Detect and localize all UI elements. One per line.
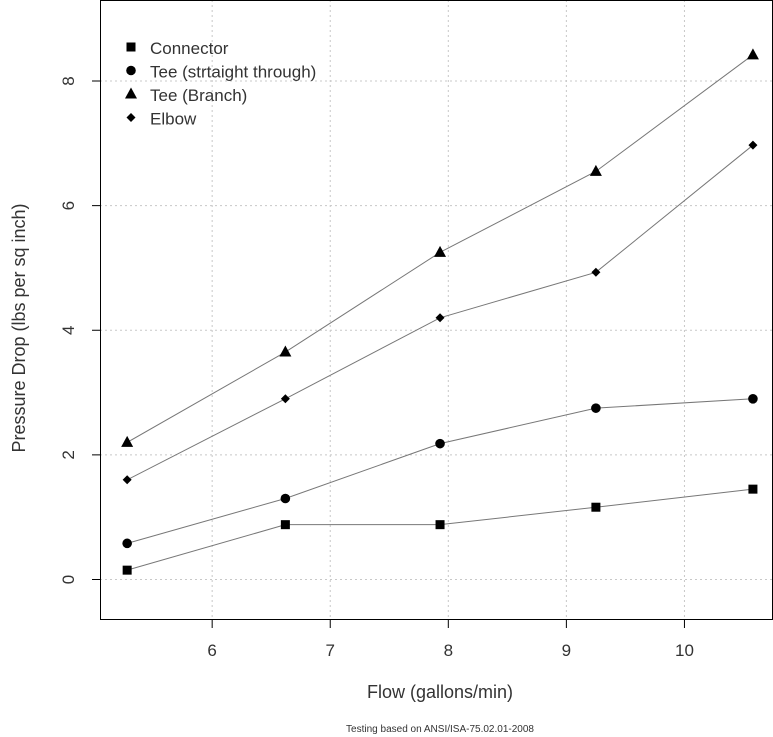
legend: Connector Tee (strtaight through) Tee (Bra… [125,39,316,129]
y-tick-label: 4 [59,326,78,335]
connector-point [435,520,445,530]
legend-label: Tee (strtaight through) [150,63,316,82]
elbow-point [748,140,758,150]
tee-branch-point [279,345,292,357]
x-tick-label: 7 [326,641,335,660]
elbow-point [122,475,132,485]
tee-strtaight-through-point [591,403,601,413]
y-tick-label: 8 [59,76,78,85]
legend-item-tee-strtaight-through: Tee (strtaight through) [126,63,316,82]
y-axis: 0 2 4 6 8 [59,76,100,584]
tee-strtaight-through-point [748,393,758,404]
connector-point [591,502,601,512]
legend-marker-tee-strtaight-through [126,65,136,76]
y-tick-label: 0 [59,575,78,584]
legend-item-connector: Connector [126,39,229,58]
legend-item-tee-branch: Tee (Branch) [125,86,247,105]
x-axis: 6 7 8 9 10 [207,620,694,660]
x-tick-label: 6 [207,641,216,660]
connector-line [127,488,753,571]
tee-strtaight-through-point [280,493,291,504]
x-tick-label: 9 [562,641,571,660]
legend-label: Elbow [150,110,197,129]
tee-strtaight-through-point [122,538,132,549]
elbow-line [126,144,754,481]
y-axis-label: Pressure Drop (lbs per sq inch) [9,203,29,452]
elbow-point [435,313,445,323]
connector-point [280,520,290,530]
elbow-point [280,394,290,404]
legend-item-elbow: Elbow [126,110,197,129]
chart-caption: Testing based on ANSI/ISA-75.02.01-2008 [346,724,534,735]
tee-branch-point [121,435,134,447]
legend-marker-connector [126,42,136,52]
tee-strtaight-through-point [435,438,445,449]
tee-branch-point [589,164,602,176]
y-tick-label: 6 [59,201,78,210]
x-axis-label: Flow (gallons/min) [367,682,513,702]
elbow-point [591,267,601,277]
series-markers [121,48,759,575]
x-tick-label: 10 [675,641,694,660]
connector-point [748,484,758,494]
grid-lines [100,0,773,620]
legend-label: Tee (Branch) [150,86,247,105]
series-lines [126,54,754,571]
y-tick-label: 2 [59,450,78,459]
connector-point [122,565,132,575]
tee-branch-point [746,48,759,60]
legend-label: Connector [150,39,229,58]
legend-marker-elbow [126,113,136,122]
legend-marker-tee-branch [125,87,137,99]
x-tick-label: 8 [444,641,453,660]
tee-branch-point [434,245,447,257]
